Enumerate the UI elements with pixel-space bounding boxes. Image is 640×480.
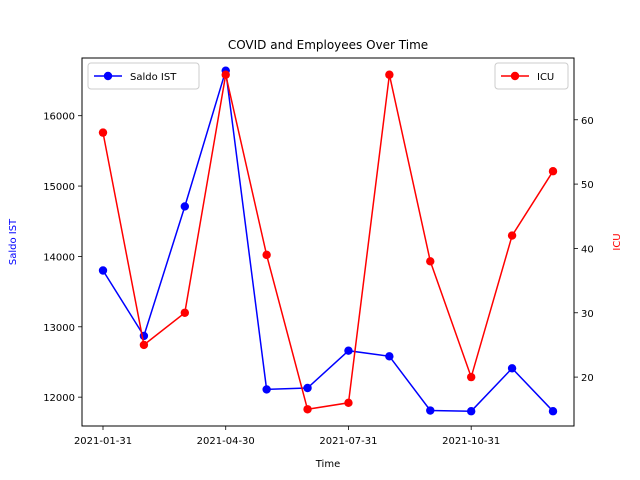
icu-legend-swatch-marker xyxy=(510,71,520,81)
icu-legend-label: ICU xyxy=(537,72,554,83)
icu-point xyxy=(426,257,435,266)
icu-legend-box xyxy=(494,62,569,90)
x-tick-label: 2021-10-31 xyxy=(442,436,500,447)
saldo-ist-legend-swatch-marker xyxy=(103,71,113,81)
left-y-tick-label: 16000 xyxy=(43,112,75,123)
saldo-ist-point xyxy=(262,385,271,394)
left-y-tick-label: 13000 xyxy=(43,323,75,334)
saldo-ist-point xyxy=(385,352,394,361)
icu-point xyxy=(548,167,558,176)
saldo-ist-line xyxy=(102,70,554,412)
icu-point xyxy=(385,70,394,79)
icu-point xyxy=(466,372,476,382)
saldo-ist-point xyxy=(303,383,312,393)
right-y-tick-label: 20 xyxy=(581,373,594,384)
plot-frame xyxy=(81,57,575,427)
chart-title: COVID and Employees Over Time xyxy=(228,38,428,52)
right-y-tick-label: 60 xyxy=(581,116,594,127)
saldo-ist-point xyxy=(507,364,517,373)
x-tick-label: 2021-04-30 xyxy=(197,436,255,447)
x-axis-title: Time xyxy=(315,459,340,470)
right-y-axis-title: ICU xyxy=(612,233,623,250)
x-tick-label: 2021-01-31 xyxy=(74,436,132,447)
left-y-tick-label: 12000 xyxy=(43,393,75,404)
saldo-ist-point xyxy=(180,202,190,211)
saldo-ist-point xyxy=(98,266,108,275)
icu-line xyxy=(102,74,554,411)
icu-point xyxy=(221,70,230,79)
icu-point xyxy=(180,308,190,317)
saldo-ist-legend-box xyxy=(87,62,200,90)
right-y-tick-label: 30 xyxy=(581,309,594,320)
icu-point xyxy=(303,405,312,414)
icu-point xyxy=(507,231,517,240)
icu-point xyxy=(98,128,108,137)
saldo-ist-point xyxy=(426,406,435,415)
icu-point xyxy=(139,340,149,350)
saldo-ist-point xyxy=(548,407,558,416)
right-y-tick-label: 40 xyxy=(581,244,594,255)
left-y-tick-label: 15000 xyxy=(43,182,75,193)
saldo-ist-point xyxy=(344,346,353,355)
saldo-ist-point xyxy=(466,407,476,416)
left-y-tick-label: 14000 xyxy=(43,252,75,263)
right-y-tick-label: 50 xyxy=(581,180,594,191)
left-y-axis-title: Saldo IST xyxy=(8,218,19,265)
icu-point xyxy=(262,250,271,260)
icu-point xyxy=(344,398,353,408)
saldo-ist-legend-label: Saldo IST xyxy=(130,72,177,83)
x-tick-label: 2021-07-31 xyxy=(319,436,377,447)
